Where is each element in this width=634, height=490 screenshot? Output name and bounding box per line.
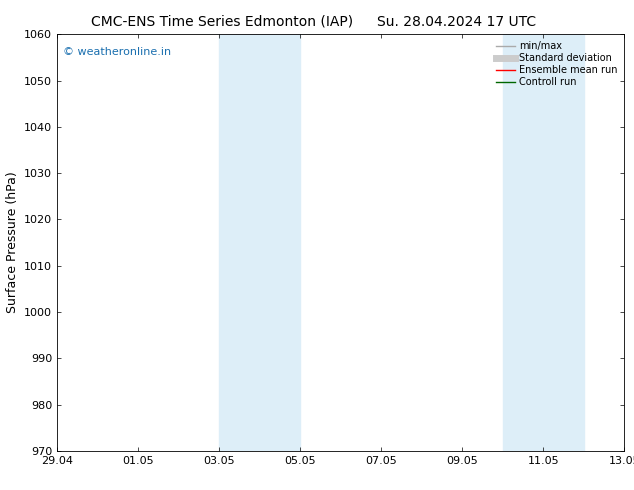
Text: CMC-ENS Time Series Edmonton (IAP): CMC-ENS Time Series Edmonton (IAP) [91,15,353,29]
Bar [219,34,260,451]
Bar [543,34,584,451]
Legend: min/max, Standard deviation, Ensemble mean run, Controll run: min/max, Standard deviation, Ensemble me… [494,39,619,89]
Text: © weatheronline.in: © weatheronline.in [63,47,171,57]
Bar [503,34,543,451]
Text: Su. 28.04.2024 17 UTC: Su. 28.04.2024 17 UTC [377,15,536,29]
Y-axis label: Surface Pressure (hPa): Surface Pressure (hPa) [6,172,18,314]
Bar [260,34,301,451]
